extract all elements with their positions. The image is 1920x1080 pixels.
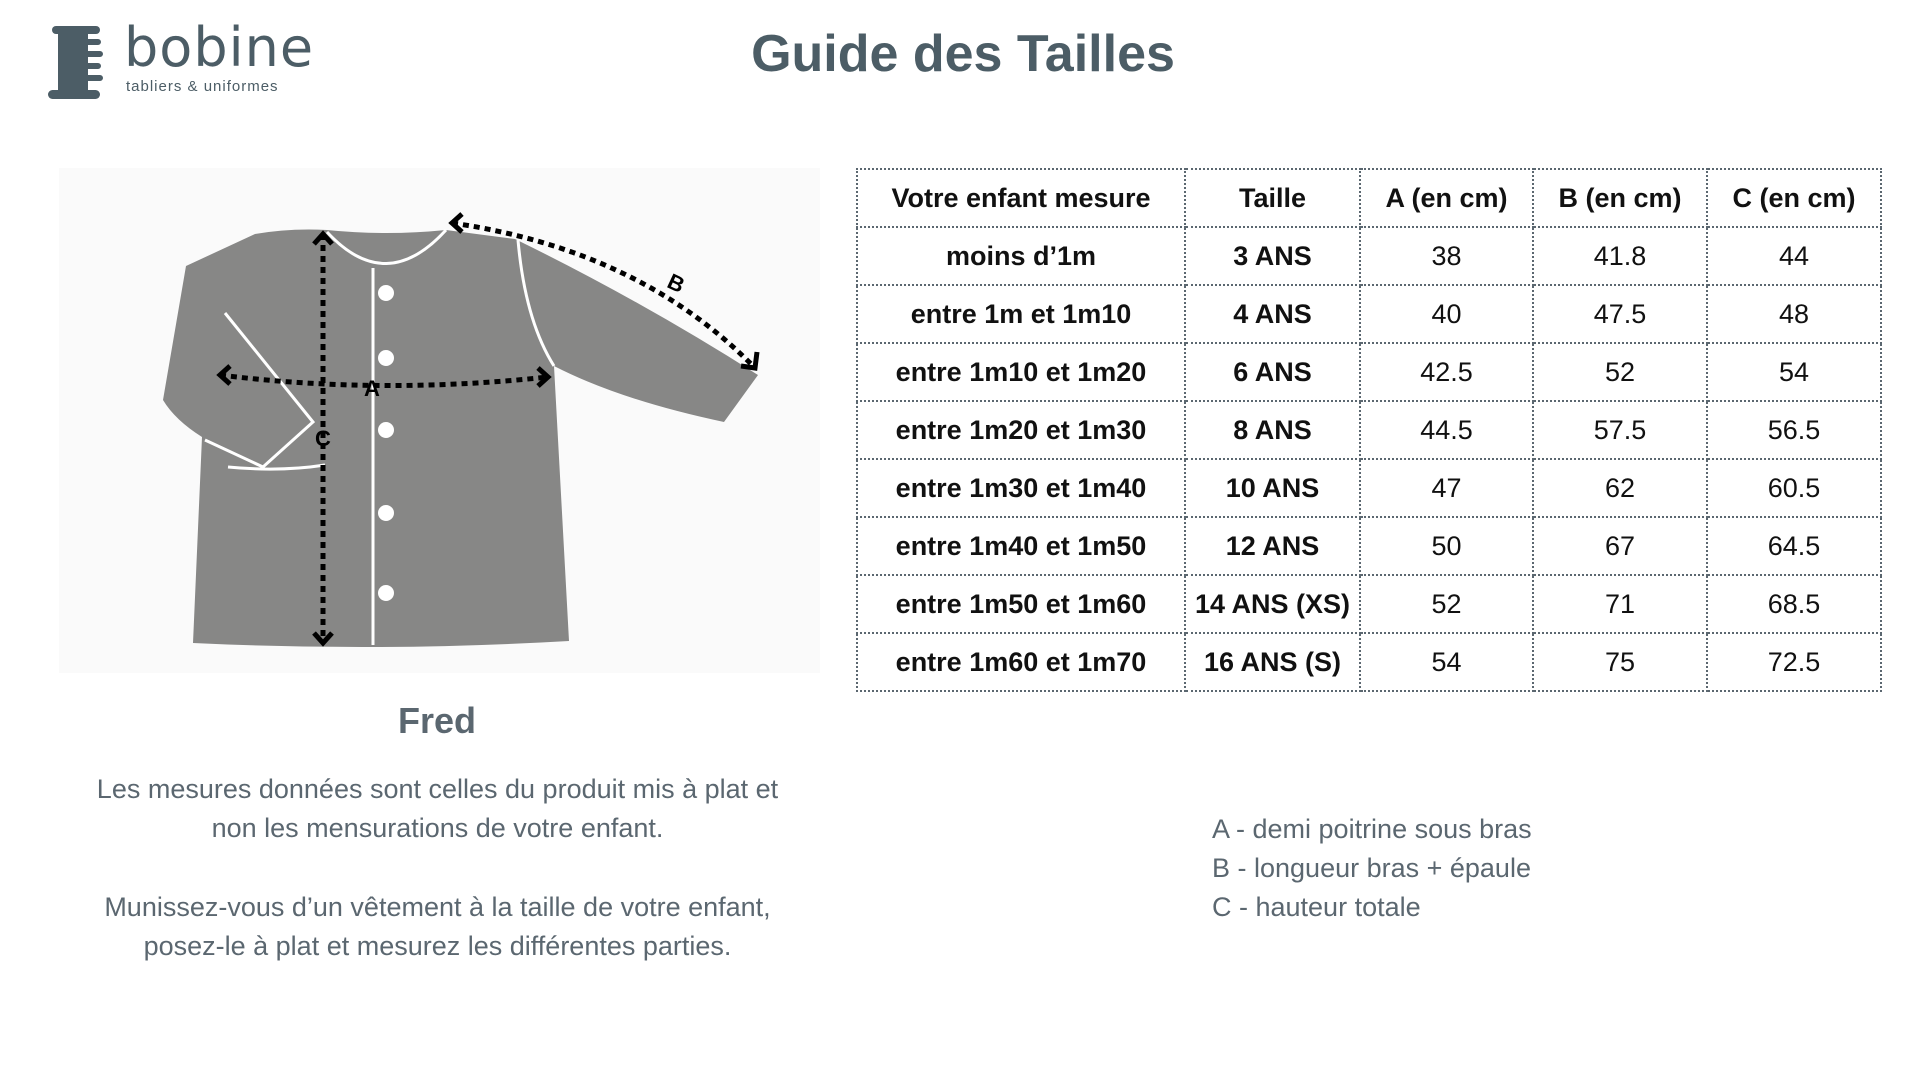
cell-b: 52 [1532,342,1708,402]
label-a: A [364,376,380,401]
cell-b: 71 [1532,574,1708,634]
cell-size: 16 ANS (S) [1184,632,1361,692]
cell-b: 75 [1532,632,1708,692]
table-header-row: Votre enfant mesure Taille A (en cm) B (… [856,168,1882,228]
cell-height: moins d’1m [856,226,1186,286]
cell-b: 47.5 [1532,284,1708,344]
cell-a: 40 [1359,284,1534,344]
cell-b: 41.8 [1532,226,1708,286]
table-row: entre 1m et 1m10 4 ANS 40 47.5 48 [856,284,1882,344]
label-c: C [315,426,331,451]
cell-size: 14 ANS (XS) [1184,574,1361,634]
measure-legend: A - demi poitrine sous bras B - longueur… [1212,810,1532,927]
header-c: C (en cm) [1706,168,1882,228]
note-line: posez-le à plat et mesurez les différent… [143,931,732,961]
cell-c: 64.5 [1706,516,1882,576]
legend-c: C - hauteur totale [1212,892,1421,922]
cell-height: entre 1m60 et 1m70 [856,632,1186,692]
bobine-logo: bobine tabliers & uniformes [46,16,313,102]
legend-b: B - longueur bras + épaule [1212,853,1531,883]
table-row: entre 1m10 et 1m20 6 ANS 42.5 52 54 [856,342,1882,402]
size-table: Votre enfant mesure Taille A (en cm) B (… [856,168,1882,692]
table-row: moins d’1m 3 ANS 38 41.8 44 [856,226,1882,286]
label-b: B [664,269,689,298]
logo-wordmark: bobine [124,16,315,79]
cell-size: 3 ANS [1184,226,1361,286]
header-a: A (en cm) [1359,168,1534,228]
measure-b-arrow [451,220,757,370]
cell-height: entre 1m et 1m10 [856,284,1186,344]
note-how-to: Munissez-vous d’un vêtement à la taille … [20,888,855,966]
cell-height: entre 1m10 et 1m20 [856,342,1186,402]
cell-c: 72.5 [1706,632,1882,692]
cell-size: 4 ANS [1184,284,1361,344]
cell-height: entre 1m50 et 1m60 [856,574,1186,634]
cell-a: 42.5 [1359,342,1534,402]
note-flat-measure: Les mesures données sont celles du produ… [20,770,855,848]
product-name: Fred [397,700,476,741]
cell-a: 50 [1359,516,1534,576]
cell-size: 10 ANS [1184,458,1361,518]
table-row: entre 1m50 et 1m60 14 ANS (XS) 52 71 68.5 [856,574,1882,634]
logo-tagline: tabliers & uniformes [126,78,279,95]
table-row: entre 1m60 et 1m70 16 ANS (S) 54 75 72.5 [856,632,1882,692]
cell-c: 60.5 [1706,458,1882,518]
cell-a: 54 [1359,632,1534,692]
table-row: entre 1m20 et 1m30 8 ANS 44.5 57.5 56.5 [856,400,1882,460]
cell-height: entre 1m30 et 1m40 [856,458,1186,518]
cell-b: 67 [1532,516,1708,576]
cell-height: entre 1m40 et 1m50 [856,516,1186,576]
cell-c: 56.5 [1706,400,1882,460]
table-row: entre 1m30 et 1m40 10 ANS 47 62 60.5 [856,458,1882,518]
spool-icon [48,26,103,99]
header-height: Votre enfant mesure [856,168,1186,228]
note-line: Munissez-vous d’un vêtement à la taille … [104,892,771,922]
cell-b: 57.5 [1532,400,1708,460]
cell-b: 62 [1532,458,1708,518]
page-title: Guide des Tailles [751,25,1175,83]
buttons [378,285,394,601]
legend-a: A - demi poitrine sous bras [1212,814,1532,844]
cell-size: 8 ANS [1184,400,1361,460]
cell-c: 54 [1706,342,1882,402]
garment-diagram: A C B [59,168,820,673]
header-b: B (en cm) [1532,168,1708,228]
note-line: Les mesures données sont celles du produ… [96,774,779,804]
header-size: Taille [1184,168,1361,228]
cell-a: 38 [1359,226,1534,286]
cell-size: 6 ANS [1184,342,1361,402]
cell-size: 12 ANS [1184,516,1361,576]
cell-c: 68.5 [1706,574,1882,634]
cell-a: 44.5 [1359,400,1534,460]
cell-a: 47 [1359,458,1534,518]
cell-c: 44 [1706,226,1882,286]
cell-a: 52 [1359,574,1534,634]
note-line: non les mensurations de votre enfant. [211,813,664,843]
cell-c: 48 [1706,284,1882,344]
cell-height: entre 1m20 et 1m30 [856,400,1186,460]
garment-shape [163,229,758,648]
table-row: entre 1m40 et 1m50 12 ANS 50 67 64.5 [856,516,1882,576]
